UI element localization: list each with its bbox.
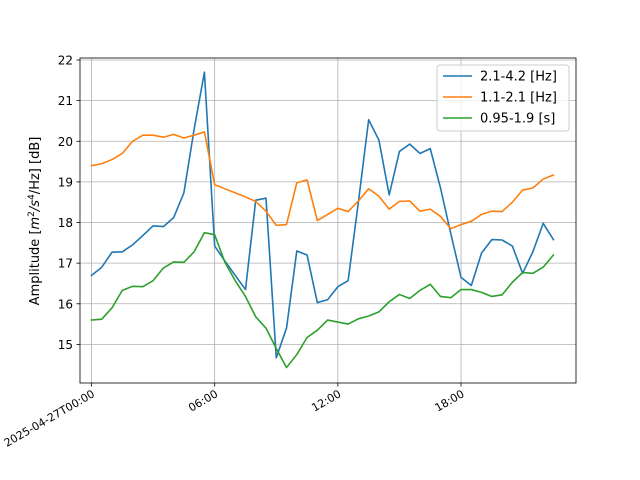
- y-axis-label: Amplitude [m2/s4/Hz] [dB]: [27, 137, 43, 306]
- y-axis: 15 16 17 18 19 20 21 22: [58, 54, 80, 352]
- y-tick-label: 22: [58, 54, 73, 68]
- grid: [80, 58, 576, 383]
- series-lines: [90, 71, 555, 369]
- legend: 2.1-4.2 [Hz] 1.1-2.1 [Hz] 0.95-1.9 [s]: [436, 64, 570, 132]
- plot-frame: [79, 57, 577, 384]
- y-tick-label: 15: [58, 338, 73, 352]
- y-tick-label: 16: [58, 297, 73, 311]
- legend-box: [436, 64, 570, 132]
- series-line-1: [90, 71, 555, 359]
- y-tick-label: 20: [58, 135, 73, 149]
- series-line-2: [90, 131, 555, 230]
- y-tick-label: 17: [58, 257, 73, 271]
- y-tick-label: 18: [58, 216, 73, 230]
- legend-label-series-2: 1.1-2.1 [Hz]: [480, 91, 557, 106]
- y-tick-label: 21: [58, 94, 73, 108]
- legend-label-series-1: 2.1-4.2 [Hz]: [480, 70, 557, 85]
- series-line-3: [90, 231, 555, 369]
- legend-label-series-3: 0.95-1.9 [s]: [480, 112, 555, 127]
- y-tick-label: 19: [58, 175, 73, 189]
